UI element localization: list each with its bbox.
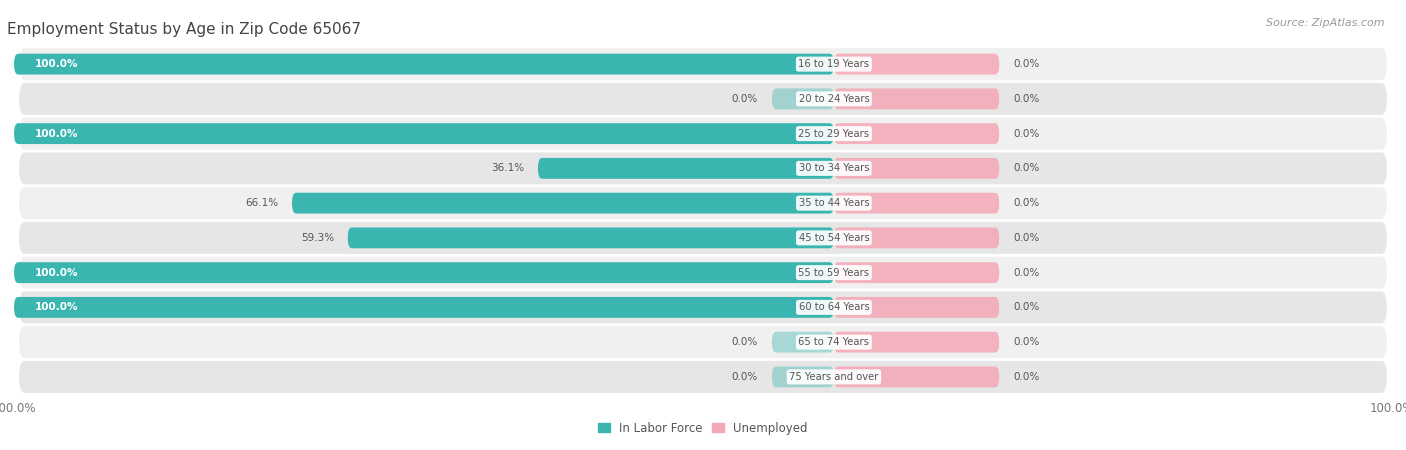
Text: 65 to 74 Years: 65 to 74 Years (799, 337, 869, 347)
FancyBboxPatch shape (834, 54, 1000, 75)
FancyBboxPatch shape (538, 158, 834, 179)
Text: 0.0%: 0.0% (1014, 233, 1039, 243)
Text: 0.0%: 0.0% (1014, 302, 1039, 312)
Text: 75 Years and over: 75 Years and over (789, 372, 879, 382)
FancyBboxPatch shape (834, 297, 1000, 318)
FancyBboxPatch shape (18, 82, 1388, 116)
Text: 100.0%: 100.0% (35, 59, 79, 69)
FancyBboxPatch shape (14, 123, 834, 144)
FancyBboxPatch shape (18, 325, 1388, 359)
FancyBboxPatch shape (772, 89, 834, 109)
FancyBboxPatch shape (834, 158, 1000, 179)
FancyBboxPatch shape (834, 123, 1000, 144)
FancyBboxPatch shape (18, 186, 1388, 220)
Text: Source: ZipAtlas.com: Source: ZipAtlas.com (1267, 18, 1385, 28)
FancyBboxPatch shape (834, 366, 1000, 387)
Text: 35 to 44 Years: 35 to 44 Years (799, 198, 869, 208)
FancyBboxPatch shape (18, 360, 1388, 394)
FancyBboxPatch shape (834, 332, 1000, 352)
FancyBboxPatch shape (292, 193, 834, 214)
Text: 60 to 64 Years: 60 to 64 Years (799, 302, 869, 312)
Text: 36.1%: 36.1% (491, 163, 524, 173)
Text: 0.0%: 0.0% (733, 337, 758, 347)
FancyBboxPatch shape (14, 297, 834, 318)
Text: 0.0%: 0.0% (1014, 268, 1039, 278)
Text: 0.0%: 0.0% (1014, 372, 1039, 382)
Text: 0.0%: 0.0% (1014, 198, 1039, 208)
Text: 66.1%: 66.1% (245, 198, 278, 208)
Text: 59.3%: 59.3% (301, 233, 335, 243)
FancyBboxPatch shape (18, 256, 1388, 290)
Text: 0.0%: 0.0% (1014, 59, 1039, 69)
Text: 20 to 24 Years: 20 to 24 Years (799, 94, 869, 104)
FancyBboxPatch shape (18, 47, 1388, 81)
FancyBboxPatch shape (14, 262, 834, 283)
FancyBboxPatch shape (18, 290, 1388, 324)
Text: 0.0%: 0.0% (1014, 163, 1039, 173)
Text: 0.0%: 0.0% (1014, 94, 1039, 104)
Text: 0.0%: 0.0% (733, 94, 758, 104)
FancyBboxPatch shape (834, 193, 1000, 214)
Text: 55 to 59 Years: 55 to 59 Years (799, 268, 869, 278)
FancyBboxPatch shape (834, 262, 1000, 283)
Legend: In Labor Force, Unemployed: In Labor Force, Unemployed (593, 417, 813, 439)
Text: 25 to 29 Years: 25 to 29 Years (799, 129, 869, 139)
Text: Employment Status by Age in Zip Code 65067: Employment Status by Age in Zip Code 650… (7, 22, 361, 37)
Text: 16 to 19 Years: 16 to 19 Years (799, 59, 869, 69)
Text: 30 to 34 Years: 30 to 34 Years (799, 163, 869, 173)
Text: 0.0%: 0.0% (733, 372, 758, 382)
FancyBboxPatch shape (18, 221, 1388, 255)
Text: 100.0%: 100.0% (35, 268, 79, 278)
FancyBboxPatch shape (772, 332, 834, 352)
FancyBboxPatch shape (347, 227, 834, 248)
Text: 100.0%: 100.0% (35, 129, 79, 139)
Text: 45 to 54 Years: 45 to 54 Years (799, 233, 869, 243)
FancyBboxPatch shape (18, 117, 1388, 151)
FancyBboxPatch shape (772, 366, 834, 387)
FancyBboxPatch shape (18, 151, 1388, 185)
Text: 100.0%: 100.0% (35, 302, 79, 312)
Text: 0.0%: 0.0% (1014, 337, 1039, 347)
FancyBboxPatch shape (834, 89, 1000, 109)
Text: 0.0%: 0.0% (1014, 129, 1039, 139)
FancyBboxPatch shape (834, 227, 1000, 248)
FancyBboxPatch shape (14, 54, 834, 75)
